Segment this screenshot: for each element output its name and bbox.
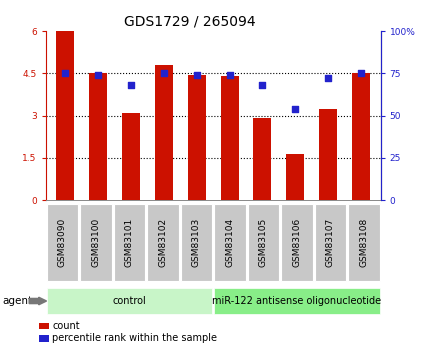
Text: GSM83105: GSM83105 bbox=[258, 218, 267, 267]
Point bbox=[160, 71, 167, 76]
Point bbox=[62, 71, 69, 76]
Bar bbox=[286, 154, 303, 200]
Bar bbox=[220, 76, 238, 200]
Text: agent: agent bbox=[2, 296, 32, 306]
Text: GSM83104: GSM83104 bbox=[225, 218, 234, 267]
Bar bbox=[318, 109, 336, 200]
Bar bbox=[122, 113, 140, 200]
Point bbox=[324, 76, 331, 81]
Bar bbox=[351, 73, 369, 200]
Point bbox=[357, 71, 364, 76]
Text: miR-122 antisense oligonucleotide: miR-122 antisense oligonucleotide bbox=[212, 296, 381, 306]
Point bbox=[127, 82, 134, 88]
Bar bbox=[187, 75, 205, 200]
Point bbox=[291, 106, 298, 111]
Text: percentile rank within the sample: percentile rank within the sample bbox=[52, 334, 217, 343]
Point bbox=[258, 82, 265, 88]
Point bbox=[226, 72, 233, 78]
Point bbox=[95, 72, 102, 78]
Bar bbox=[56, 31, 74, 200]
Text: GSM83103: GSM83103 bbox=[191, 218, 201, 267]
Bar bbox=[155, 65, 173, 200]
Bar bbox=[89, 73, 107, 200]
Text: count: count bbox=[52, 322, 80, 331]
Text: GSM83107: GSM83107 bbox=[325, 218, 334, 267]
Text: GSM83106: GSM83106 bbox=[292, 218, 301, 267]
Bar bbox=[253, 118, 271, 200]
Text: GSM83090: GSM83090 bbox=[58, 218, 67, 267]
Title: GDS1729 / 265094: GDS1729 / 265094 bbox=[124, 14, 255, 29]
Text: control: control bbox=[112, 296, 146, 306]
Text: GSM83100: GSM83100 bbox=[91, 218, 100, 267]
Text: GSM83101: GSM83101 bbox=[125, 218, 134, 267]
Text: GSM83108: GSM83108 bbox=[358, 218, 368, 267]
Point bbox=[193, 72, 200, 78]
Text: GSM83102: GSM83102 bbox=[158, 218, 167, 267]
